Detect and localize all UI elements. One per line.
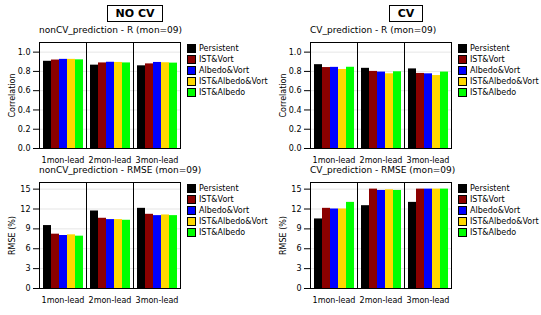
svg-text:0: 0	[296, 284, 301, 293]
html-text:Persistent: Persistent	[470, 184, 510, 193]
svg-text:1mon-lead: 1mon-lead	[313, 296, 356, 304]
svg-text:3mon-lead: 3mon-lead	[407, 156, 450, 164]
svg-text:0.6: 0.6	[289, 86, 302, 95]
svg-text:Correlation: Correlation	[279, 73, 288, 117]
html-text:CV: CV	[397, 6, 415, 20]
svg-text:1mon-lead: 1mon-lead	[42, 156, 85, 164]
svg-text:0: 0	[25, 284, 30, 293]
svg-text:15: 15	[291, 185, 301, 194]
html-text:CV_prediction - R (mon=09): CV_prediction - R (mon=09)	[310, 25, 437, 35]
svg-text:2mon-lead: 2mon-lead	[360, 296, 403, 304]
svg-text:0.6: 0.6	[18, 86, 31, 95]
html-text:IST&Vort: IST&Vort	[470, 55, 505, 64]
svg-text:2mon-lead: 2mon-lead	[360, 156, 403, 164]
svg-text:9: 9	[25, 224, 30, 233]
svg-text:3: 3	[296, 264, 301, 273]
svg-text:0.2: 0.2	[289, 125, 302, 134]
svg-text:3: 3	[25, 264, 30, 273]
svg-text:6: 6	[296, 244, 301, 253]
html-text:IST&Albedo&Vort: IST&Albedo&Vort	[470, 77, 539, 86]
svg-text:0.0: 0.0	[18, 144, 31, 153]
svg-text:1.0: 1.0	[18, 48, 31, 57]
html-text:Albedo&Vort: Albedo&Vort	[199, 66, 250, 75]
svg-text:3mon-lead: 3mon-lead	[136, 156, 179, 164]
html-text:IST&Albedo&Vort: IST&Albedo&Vort	[199, 77, 268, 86]
svg-text:Correlation: Correlation	[8, 73, 17, 117]
html-text:nonCV_prediction - R (mon=09): nonCV_prediction - R (mon=09)	[39, 25, 183, 35]
html-text:IST&Albedo: IST&Albedo	[470, 88, 517, 97]
html-text:NO CV: NO CV	[115, 6, 155, 20]
svg-text:RMSE (%): RMSE (%)	[8, 216, 17, 255]
svg-text:2mon-lead: 2mon-lead	[89, 296, 132, 304]
html-text:IST&Vort: IST&Vort	[199, 55, 234, 64]
svg-text:12: 12	[291, 205, 301, 214]
svg-text:1.0: 1.0	[289, 48, 302, 57]
html-text:IST&Albedo: IST&Albedo	[470, 228, 517, 237]
svg-text:3mon-lead: 3mon-lead	[407, 296, 450, 304]
html-text:CV_prediction - RMSE (mon=09): CV_prediction - RMSE (mon=09)	[310, 165, 456, 175]
svg-text:RMSE (%): RMSE (%)	[279, 216, 288, 255]
html-text:IST&Albedo: IST&Albedo	[199, 228, 246, 237]
svg-text:0.4: 0.4	[18, 106, 31, 115]
html-text:IST&Albedo&Vort: IST&Albedo&Vort	[199, 217, 268, 226]
html-text:Albedo&Vort: Albedo&Vort	[470, 66, 521, 75]
html-text:nonCV_prediction - RMSE (mon=0: nonCV_prediction - RMSE (mon=09)	[39, 165, 202, 175]
svg-text:2mon-lead: 2mon-lead	[89, 156, 132, 164]
svg-text:12: 12	[20, 205, 30, 214]
html-text:IST&Vort: IST&Vort	[470, 195, 505, 204]
html-text:IST&Albedo: IST&Albedo	[199, 88, 246, 97]
svg-text:3mon-lead: 3mon-lead	[136, 296, 179, 304]
svg-text:9: 9	[296, 224, 301, 233]
svg-text:6: 6	[25, 244, 30, 253]
svg-text:1mon-lead: 1mon-lead	[42, 296, 85, 304]
svg-text:0.8: 0.8	[289, 67, 302, 76]
html-text:IST&Vort: IST&Vort	[199, 195, 234, 204]
html-text:Albedo&Vort: Albedo&Vort	[470, 206, 521, 215]
html-text:Persistent: Persistent	[199, 184, 239, 193]
html-text:IST&Albedo&Vort: IST&Albedo&Vort	[470, 217, 539, 226]
svg-text:0.0: 0.0	[289, 144, 302, 153]
html-text:Albedo&Vort: Albedo&Vort	[199, 206, 250, 215]
html-text:Persistent: Persistent	[199, 44, 239, 53]
svg-text:0.4: 0.4	[289, 106, 302, 115]
svg-text:0.2: 0.2	[18, 125, 31, 134]
svg-text:0.8: 0.8	[18, 67, 31, 76]
svg-text:1mon-lead: 1mon-lead	[313, 156, 356, 164]
svg-text:15: 15	[20, 185, 30, 194]
html-text:Persistent: Persistent	[470, 44, 510, 53]
